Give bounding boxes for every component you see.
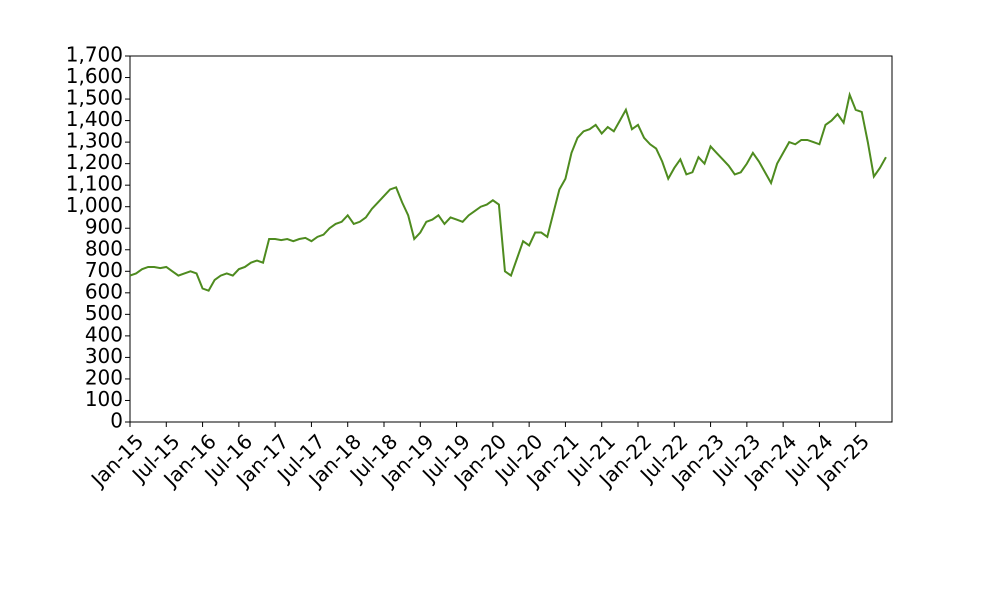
y-tick-label: 1,700 (66, 43, 123, 67)
y-tick-label: 700 (85, 258, 123, 282)
y-tick-label: 1,000 (66, 193, 123, 217)
y-tick-label: 400 (85, 322, 123, 346)
y-tick-label: 1,300 (66, 129, 123, 153)
y-tick-label: 1,400 (66, 107, 123, 131)
plot-frame (129, 55, 893, 423)
y-tick-label: 900 (85, 215, 123, 239)
y-tick-label: 1,600 (66, 64, 123, 88)
y-tick-label: 100 (85, 387, 123, 411)
data-line (129, 91, 887, 292)
y-tick-label: 1,200 (66, 150, 123, 174)
y-tick-label: 0 (110, 409, 123, 433)
y-tick-label: 800 (85, 236, 123, 260)
y-tick-label: 600 (85, 279, 123, 303)
y-tick-label: 300 (85, 344, 123, 368)
y-tick-label: 1,100 (66, 172, 123, 196)
y-tick-label: 1,500 (66, 86, 123, 110)
y-tick-label: 500 (85, 301, 123, 325)
y-tick-label: 200 (85, 365, 123, 389)
